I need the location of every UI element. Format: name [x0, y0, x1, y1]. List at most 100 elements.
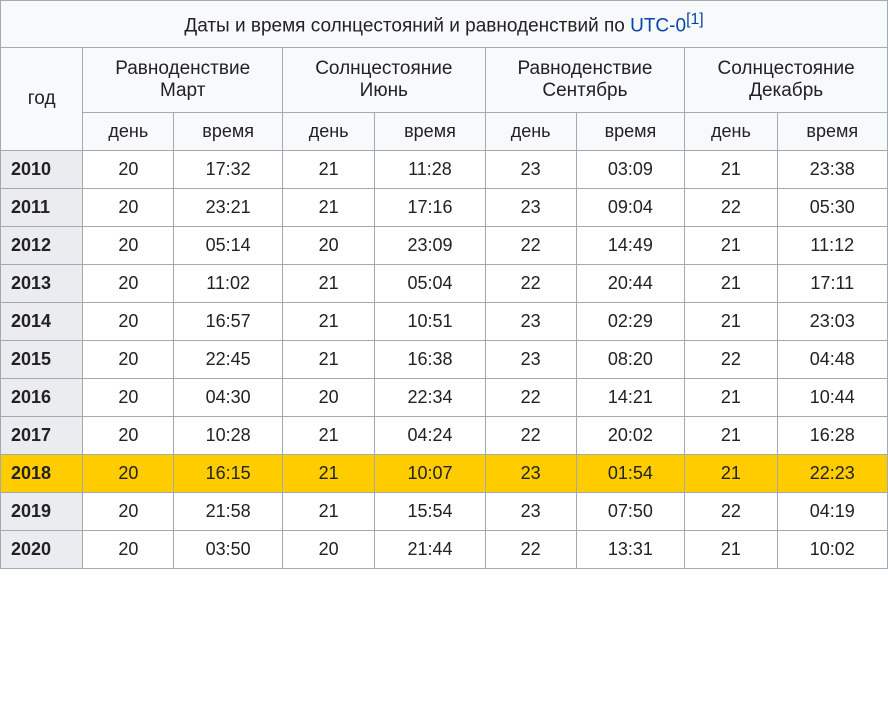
day-cell: 23 [485, 493, 576, 531]
sub-time: время [576, 113, 685, 151]
time-cell: 01:54 [576, 455, 685, 493]
time-cell: 08:20 [576, 341, 685, 379]
table-row: 20202003:502021:442213:312110:02 [1, 531, 888, 569]
year-cell: 2010 [1, 151, 83, 189]
day-cell: 20 [83, 265, 174, 303]
time-cell: 11:28 [375, 151, 485, 189]
day-cell: 20 [83, 417, 174, 455]
time-cell: 04:30 [174, 379, 283, 417]
day-cell: 20 [83, 379, 174, 417]
time-cell: 16:28 [777, 417, 887, 455]
time-cell: 16:38 [375, 341, 485, 379]
day-cell: 20 [83, 493, 174, 531]
time-cell: 22:34 [375, 379, 485, 417]
day-cell: 22 [485, 227, 576, 265]
day-cell: 23 [485, 303, 576, 341]
year-cell: 2015 [1, 341, 83, 379]
time-cell: 10:02 [777, 531, 887, 569]
caption-row: Даты и время солнцестояний и равноденств… [1, 1, 888, 48]
day-cell: 20 [83, 455, 174, 493]
day-cell: 22 [685, 341, 777, 379]
day-cell: 21 [282, 265, 374, 303]
day-cell: 21 [685, 227, 777, 265]
day-cell: 21 [685, 379, 777, 417]
time-cell: 14:21 [576, 379, 685, 417]
time-cell: 23:21 [174, 189, 283, 227]
day-cell: 23 [485, 189, 576, 227]
caption-ref-link[interactable]: [1] [686, 11, 704, 28]
sub-day: день [485, 113, 576, 151]
group-label: Солнцестояние [315, 58, 452, 79]
year-cell: 2018 [1, 455, 83, 493]
sub-time: время [174, 113, 283, 151]
table-row: 20182016:152110:072301:542122:23 [1, 455, 888, 493]
sub-day: день [282, 113, 374, 151]
day-cell: 21 [685, 151, 777, 189]
day-cell: 22 [685, 493, 777, 531]
time-cell: 09:04 [576, 189, 685, 227]
day-cell: 21 [282, 303, 374, 341]
day-cell: 21 [685, 455, 777, 493]
time-cell: 05:04 [375, 265, 485, 303]
time-cell: 21:44 [375, 531, 485, 569]
time-cell: 04:19 [777, 493, 887, 531]
time-cell: 07:50 [576, 493, 685, 531]
day-cell: 21 [685, 265, 777, 303]
day-cell: 20 [282, 227, 374, 265]
day-cell: 21 [282, 151, 374, 189]
day-cell: 20 [83, 189, 174, 227]
group-label: Равноденствие [115, 58, 250, 79]
group-label: Равноденствие [517, 58, 652, 79]
year-cell: 2017 [1, 417, 83, 455]
time-cell: 16:57 [174, 303, 283, 341]
caption-ref-sup: [1] [686, 11, 704, 28]
day-cell: 22 [685, 189, 777, 227]
time-cell: 13:31 [576, 531, 685, 569]
table-row: 20152022:452116:382308:202204:48 [1, 341, 888, 379]
day-cell: 23 [485, 455, 576, 493]
time-cell: 05:30 [777, 189, 887, 227]
table-row: 20192021:582115:542307:502204:19 [1, 493, 888, 531]
day-cell: 22 [485, 531, 576, 569]
time-cell: 04:24 [375, 417, 485, 455]
header-group-september: Равноденствие Сентябрь [485, 48, 685, 113]
day-cell: 20 [282, 379, 374, 417]
time-cell: 14:49 [576, 227, 685, 265]
group-month: Июнь [360, 80, 408, 101]
day-cell: 21 [685, 303, 777, 341]
time-cell: 04:48 [777, 341, 887, 379]
table-row: 20162004:302022:342214:212110:44 [1, 379, 888, 417]
day-cell: 22 [485, 417, 576, 455]
time-cell: 17:32 [174, 151, 283, 189]
day-cell: 23 [485, 151, 576, 189]
table-row: 20122005:142023:092214:492111:12 [1, 227, 888, 265]
caption-prefix: Даты и время солнцестояний и равноденств… [184, 15, 630, 36]
day-cell: 20 [83, 531, 174, 569]
day-cell: 20 [83, 227, 174, 265]
sub-day: день [83, 113, 174, 151]
table-caption: Даты и время солнцестояний и равноденств… [1, 1, 888, 48]
header-group-june: Солнцестояние Июнь [282, 48, 485, 113]
year-cell: 2019 [1, 493, 83, 531]
utc-link[interactable]: UTC-0 [630, 15, 686, 36]
time-cell: 23:38 [777, 151, 887, 189]
time-cell: 17:16 [375, 189, 485, 227]
day-cell: 21 [685, 417, 777, 455]
time-cell: 23:09 [375, 227, 485, 265]
table-row: 20112023:212117:162309:042205:30 [1, 189, 888, 227]
table-row: 20132011:022105:042220:442117:11 [1, 265, 888, 303]
time-cell: 20:02 [576, 417, 685, 455]
time-cell: 22:45 [174, 341, 283, 379]
year-cell: 2020 [1, 531, 83, 569]
time-cell: 10:07 [375, 455, 485, 493]
day-cell: 21 [282, 455, 374, 493]
time-cell: 16:15 [174, 455, 283, 493]
time-cell: 11:12 [777, 227, 887, 265]
table-row: 20102017:322111:282303:092123:38 [1, 151, 888, 189]
day-cell: 20 [282, 531, 374, 569]
header-group-march: Равноденствие Март [83, 48, 283, 113]
header-group-december: Солнцестояние Декабрь [685, 48, 888, 113]
day-cell: 21 [282, 189, 374, 227]
table-row: 20142016:572110:512302:292123:03 [1, 303, 888, 341]
time-cell: 22:23 [777, 455, 887, 493]
